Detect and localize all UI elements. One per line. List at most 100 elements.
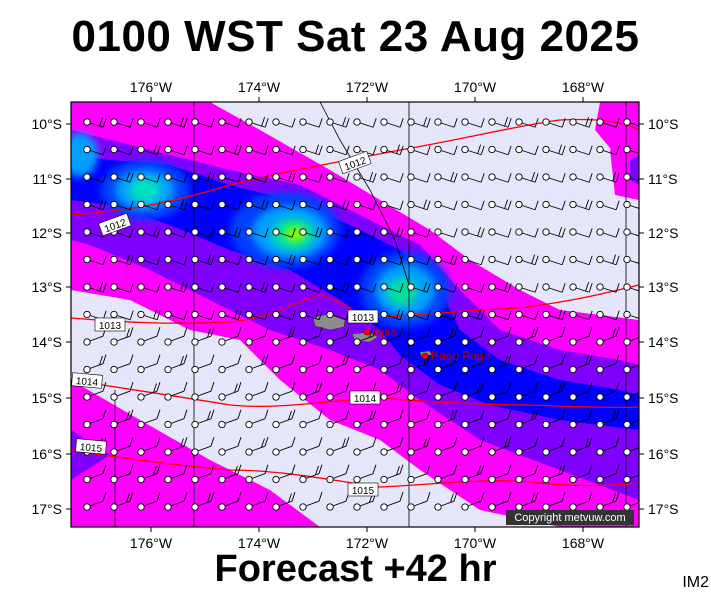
wind-barb [623, 502, 639, 511]
wind-barb [326, 173, 350, 183]
map-title: 0100 WST Sat 23 Aug 2025 [71, 12, 640, 61]
wind-barb [353, 437, 377, 456]
svg-text:1014: 1014 [354, 394, 377, 405]
wind-barb [407, 327, 431, 346]
wind-barb [137, 144, 161, 156]
wind-barb [326, 228, 350, 238]
wind-barb [299, 283, 323, 293]
wind-barb [569, 464, 593, 484]
wind-barb [191, 409, 215, 429]
wind-barb [83, 255, 107, 266]
wind-barb [569, 327, 593, 346]
svg-text:14°S: 14°S [648, 334, 679, 350]
wind-barb [164, 310, 188, 321]
wind-barb [326, 145, 350, 156]
wind-barb [569, 255, 593, 266]
svg-text:10°S: 10°S [31, 116, 62, 132]
wind-barb [164, 437, 188, 456]
wind-barb [515, 200, 539, 211]
wind-barb [326, 354, 350, 374]
wind-barb [326, 199, 350, 211]
wind-barb [272, 409, 296, 429]
wind-barb [569, 116, 593, 128]
wind-barb [380, 492, 404, 511]
wind-barb [245, 382, 269, 401]
wind-barb [218, 437, 242, 456]
wind-barb [380, 118, 404, 128]
wind-barb [407, 281, 431, 293]
wind-barb [353, 354, 377, 374]
wind-barb [272, 228, 296, 238]
wind-barb [380, 173, 404, 183]
svg-text:16°S: 16°S [31, 446, 62, 462]
wind-barb [245, 437, 269, 456]
wind-barb [542, 464, 566, 484]
wind-barb [299, 144, 323, 156]
wind-barb [137, 354, 161, 374]
svg-text:Copyright metvuw.com: Copyright metvuw.com [514, 512, 625, 524]
wind-barb [623, 447, 639, 456]
wind-barb [164, 464, 188, 484]
wind-barb [299, 492, 323, 511]
wind-barb [461, 437, 485, 456]
wind-barb [623, 145, 639, 154]
wind-barb [245, 492, 269, 511]
wind-barb [515, 354, 539, 374]
wind-barb [542, 409, 566, 429]
wind-barb [83, 492, 107, 511]
wind-barb [110, 464, 134, 484]
wind-barb [488, 382, 512, 401]
svg-text:174°W: 174°W [238, 535, 281, 551]
wind-barb [353, 228, 377, 238]
wind-barb [407, 228, 431, 238]
wind-barb [596, 145, 620, 156]
wind-barb [245, 327, 269, 346]
wind-barb [137, 437, 161, 456]
wind-barb [191, 354, 215, 374]
wind-barb [137, 283, 161, 293]
wind-barb [569, 437, 593, 456]
wind-barb [191, 145, 215, 156]
wind-barb [461, 492, 485, 511]
wind-barb [110, 492, 134, 511]
wind-barb [218, 200, 242, 211]
wind-barb [245, 255, 269, 266]
wind-barb [542, 382, 566, 401]
wind-barb [623, 228, 639, 237]
wind-barb [83, 464, 107, 484]
wind-barb [218, 255, 242, 266]
wind-barb [380, 255, 404, 266]
wind-barb [434, 118, 458, 128]
wind-barb [326, 437, 350, 456]
wind-barb [515, 254, 539, 266]
wind-barb [218, 144, 242, 156]
wind-barb [191, 200, 215, 211]
lon-labels-top: 176°W 174°W 172°W 170°W 168°W [130, 79, 605, 95]
wind-barb [407, 354, 431, 374]
wind-barb [596, 310, 620, 321]
wind-barb [488, 327, 512, 346]
wind-barb [164, 409, 188, 429]
wind-barb [434, 327, 458, 346]
wind-barb [164, 255, 188, 266]
wind-barb [407, 145, 431, 156]
wind-barb [137, 118, 161, 128]
wind-barb [434, 200, 458, 211]
wind-barb [218, 409, 242, 429]
wind-barb [245, 354, 269, 374]
wind-barb [272, 145, 296, 156]
wind-barb [596, 354, 620, 374]
wind-barb [515, 464, 539, 484]
wind-barb [461, 255, 485, 266]
svg-text:13°S: 13°S [31, 279, 62, 295]
wind-barb [461, 309, 485, 321]
svg-text:1015: 1015 [79, 442, 103, 455]
wind-barb [137, 200, 161, 211]
svg-text:17°S: 17°S [648, 501, 679, 517]
svg-text:17°S: 17°S [31, 501, 62, 517]
svg-text:11°S: 11°S [648, 171, 677, 187]
wind-barb [245, 310, 269, 321]
svg-text:176°W: 176°W [130, 79, 173, 95]
svg-text:172°W: 172°W [346, 79, 389, 95]
wind-barb [623, 392, 639, 401]
